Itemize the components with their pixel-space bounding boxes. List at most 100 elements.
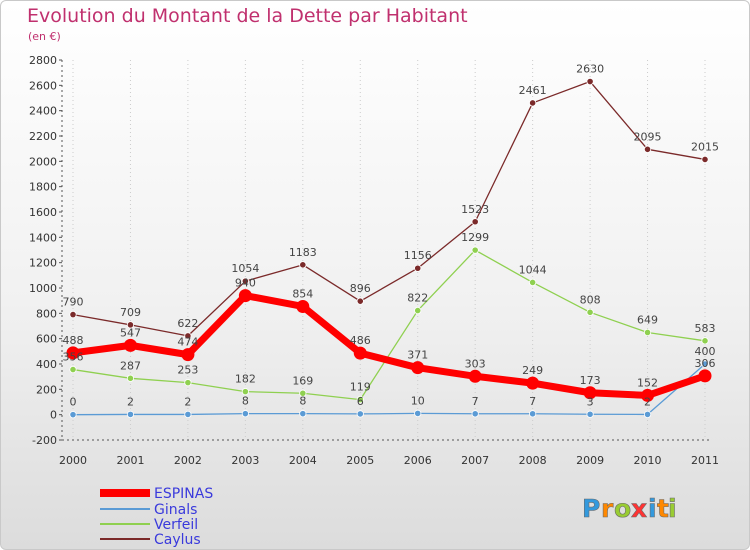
data-point	[356, 410, 364, 418]
data-label: 1044	[519, 263, 547, 276]
data-label: 0	[70, 396, 77, 409]
data-label: 287	[120, 359, 141, 372]
data-point	[356, 297, 364, 305]
data-point	[66, 346, 80, 360]
y-tick-label: 600	[36, 333, 57, 346]
data-label: 1523	[461, 203, 489, 216]
data-point	[471, 218, 479, 226]
data-point	[241, 277, 249, 285]
series-line-espinas	[69, 292, 709, 399]
y-tick-label: 2600	[29, 79, 57, 92]
data-label: 547	[120, 326, 141, 339]
data-label: 3	[587, 395, 594, 408]
data-point	[643, 328, 652, 337]
data-point	[698, 369, 712, 383]
data-label: 649	[637, 313, 658, 326]
data-label: 182	[235, 373, 256, 386]
data-point	[241, 410, 249, 418]
x-tick-label: 2000	[59, 454, 87, 467]
x-tick-label: 2008	[519, 454, 547, 467]
data-label: 474	[177, 336, 198, 349]
data-label: 1183	[289, 246, 317, 259]
y-tick-label: 1800	[29, 181, 57, 194]
data-point	[353, 346, 367, 360]
data-point	[586, 308, 594, 316]
series-line-ginals	[72, 363, 706, 416]
legend-label: Verfeil	[154, 517, 198, 533]
data-label: 2	[644, 395, 651, 408]
data-label: 2630	[576, 63, 604, 76]
y-tick-label: 1400	[29, 231, 57, 244]
data-label: 2461	[519, 84, 547, 97]
data-point	[238, 289, 252, 303]
data-point	[241, 388, 249, 396]
data-label: 303	[465, 357, 486, 370]
data-point	[529, 278, 537, 287]
y-tick-label: 1200	[29, 257, 57, 270]
y-tick-label: 800	[36, 307, 57, 320]
x-tick-label: 2006	[404, 454, 432, 467]
data-label: 709	[120, 306, 141, 319]
data-label: 8	[242, 395, 249, 408]
series-line-verfeil	[72, 249, 706, 401]
x-tick-label: 2011	[691, 454, 719, 467]
data-point	[69, 310, 77, 319]
data-point	[184, 332, 192, 340]
data-label: 306	[695, 357, 716, 370]
series-line-caylus	[72, 80, 706, 337]
x-tick-label: 2007	[461, 454, 489, 467]
data-point	[299, 410, 307, 418]
data-point	[184, 379, 192, 387]
y-tick-label: 1600	[29, 206, 57, 219]
chart-title: Evolution du Montant de la Dette par Hab…	[27, 5, 468, 27]
data-label: 808	[580, 293, 601, 306]
data-label: 583	[695, 322, 716, 335]
data-point	[299, 261, 307, 269]
svg-text:r: r	[601, 494, 614, 523]
data-label: 249	[522, 364, 543, 377]
x-tick-label: 2010	[634, 454, 662, 467]
data-label: 1156	[404, 249, 432, 262]
data-point	[414, 306, 422, 315]
data-label: 622	[177, 317, 198, 330]
data-label: 152	[637, 376, 658, 389]
legend-label: Caylus	[154, 532, 201, 548]
data-point	[583, 386, 597, 400]
data-point	[526, 376, 540, 390]
data-point	[126, 374, 135, 382]
y-tick-label: 400	[36, 358, 57, 371]
y-tick-label: 0	[50, 409, 57, 422]
data-point	[69, 365, 77, 374]
data-point	[529, 99, 537, 107]
svg-text:i: i	[648, 494, 657, 523]
data-point	[126, 321, 135, 329]
data-point	[643, 145, 652, 153]
svg-text:i: i	[668, 494, 677, 523]
data-point	[356, 395, 364, 404]
data-label: 253	[177, 364, 198, 377]
data-point	[701, 337, 709, 345]
y-tick-label: 200	[36, 383, 57, 396]
data-point	[414, 264, 422, 272]
data-label: 169	[292, 374, 313, 387]
y-tick-label: 2800	[29, 54, 57, 67]
x-tick-label: 2003	[231, 454, 259, 467]
data-label: 822	[407, 292, 428, 305]
y-tick-label: 1000	[29, 282, 57, 295]
y-tick-label: 2000	[29, 155, 57, 168]
data-label: 2015	[691, 140, 719, 153]
x-tick-label: 2002	[174, 454, 202, 467]
data-label: 119	[350, 381, 371, 394]
data-label: 400	[695, 345, 716, 358]
data-point	[643, 410, 652, 419]
data-point	[529, 410, 537, 418]
x-tick-label: 2001	[116, 454, 144, 467]
data-label: 8	[299, 395, 306, 408]
x-tick-label: 2005	[346, 454, 374, 467]
data-label: 940	[235, 277, 256, 290]
data-label: 896	[350, 282, 371, 295]
data-point	[701, 155, 709, 164]
